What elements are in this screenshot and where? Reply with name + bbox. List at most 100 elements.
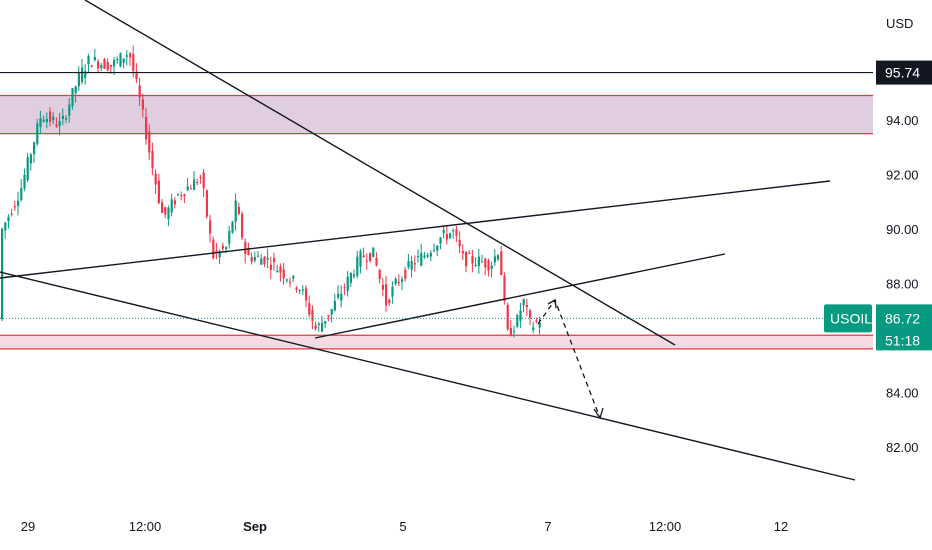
candle bbox=[221, 242, 224, 252]
candle bbox=[93, 48, 96, 62]
candle bbox=[26, 152, 29, 183]
candle bbox=[349, 272, 352, 287]
candle bbox=[375, 252, 378, 267]
candle bbox=[506, 302, 509, 331]
candle bbox=[465, 250, 468, 273]
candle bbox=[356, 250, 359, 279]
candle bbox=[97, 58, 100, 74]
trendline-lower-descending[interactable] bbox=[0, 271, 856, 481]
time-tick-label: 12 bbox=[774, 519, 788, 534]
trendline-rising-wedge[interactable] bbox=[314, 253, 726, 339]
candle bbox=[458, 231, 461, 254]
candle bbox=[68, 98, 71, 123]
candle bbox=[45, 112, 48, 129]
candle bbox=[532, 321, 535, 334]
candle bbox=[410, 255, 413, 278]
candle bbox=[125, 50, 128, 66]
candle bbox=[513, 325, 516, 338]
candle bbox=[519, 302, 522, 329]
candle bbox=[183, 193, 186, 204]
candle bbox=[141, 93, 144, 118]
candle bbox=[129, 52, 132, 67]
time-tick-label: 12:00 bbox=[129, 519, 162, 534]
time-axis[interactable]: 29 12:00 Sep 5 7 12:00 12 bbox=[21, 519, 788, 534]
candle bbox=[397, 274, 400, 286]
candle bbox=[65, 115, 68, 124]
time-tick-label: 29 bbox=[21, 519, 35, 534]
candle bbox=[157, 174, 160, 205]
candle bbox=[273, 252, 276, 271]
resistance-zone[interactable] bbox=[0, 95, 873, 134]
candle bbox=[484, 257, 487, 276]
candle bbox=[429, 250, 432, 262]
candle bbox=[20, 179, 23, 202]
candle bbox=[13, 200, 16, 211]
candle bbox=[106, 58, 109, 72]
candle bbox=[317, 321, 320, 332]
candle bbox=[29, 152, 32, 171]
candle bbox=[535, 317, 538, 324]
candle bbox=[372, 247, 375, 258]
candle bbox=[529, 308, 532, 326]
candle bbox=[292, 274, 295, 282]
candle bbox=[385, 275, 388, 312]
time-tick-label: 5 bbox=[399, 519, 406, 534]
candle bbox=[337, 285, 340, 300]
candle bbox=[298, 289, 301, 294]
candle bbox=[145, 107, 148, 145]
candle bbox=[295, 286, 298, 293]
candle bbox=[253, 251, 256, 263]
candle bbox=[426, 252, 429, 259]
price-axis[interactable]: USD 94.00 92.00 90.00 88.00 84.00 82.00 bbox=[886, 16, 919, 455]
candle bbox=[205, 189, 208, 219]
candle bbox=[42, 115, 45, 123]
candle bbox=[116, 56, 119, 64]
price-tick-label: 84.00 bbox=[886, 386, 919, 401]
candle bbox=[378, 268, 381, 284]
candle bbox=[394, 276, 397, 286]
candle bbox=[433, 243, 436, 253]
candle bbox=[154, 169, 157, 195]
candle bbox=[55, 117, 58, 128]
candle bbox=[260, 254, 263, 265]
candle bbox=[266, 248, 269, 269]
candle bbox=[404, 266, 407, 282]
candle bbox=[241, 211, 244, 240]
candle bbox=[1, 227, 4, 322]
candle bbox=[500, 245, 503, 276]
candle bbox=[381, 278, 384, 297]
candle bbox=[525, 298, 528, 317]
candle bbox=[477, 248, 480, 274]
candle bbox=[481, 255, 484, 263]
level-price-tag-text: 95.74 bbox=[885, 65, 920, 81]
candle bbox=[308, 295, 311, 318]
candle bbox=[52, 112, 55, 125]
candle bbox=[257, 251, 260, 258]
candle bbox=[487, 258, 490, 277]
time-tick-label: 7 bbox=[544, 519, 551, 534]
candle bbox=[314, 321, 317, 331]
candle bbox=[305, 285, 308, 308]
candle bbox=[362, 247, 365, 258]
countdown-tag-text: 51:18 bbox=[885, 332, 920, 348]
trendline-upper-descending[interactable] bbox=[84, 0, 676, 346]
current-price-tag bbox=[876, 304, 932, 351]
candle bbox=[461, 244, 464, 261]
candle bbox=[449, 232, 452, 240]
support-zone[interactable] bbox=[0, 335, 873, 349]
currency-label: USD bbox=[886, 16, 913, 31]
trendline-long-rising[interactable] bbox=[0, 180, 831, 279]
candle bbox=[164, 206, 167, 219]
symbol-tag bbox=[824, 304, 872, 333]
candle bbox=[250, 252, 253, 265]
candle bbox=[497, 254, 500, 262]
candle bbox=[151, 142, 154, 176]
candle bbox=[282, 262, 285, 285]
candle bbox=[340, 285, 343, 308]
price-tags: 95.74 USOIL 86.72 51:18 bbox=[824, 60, 932, 351]
candle bbox=[423, 251, 426, 259]
candle bbox=[353, 269, 356, 279]
candle bbox=[237, 202, 240, 215]
candle bbox=[455, 225, 458, 243]
